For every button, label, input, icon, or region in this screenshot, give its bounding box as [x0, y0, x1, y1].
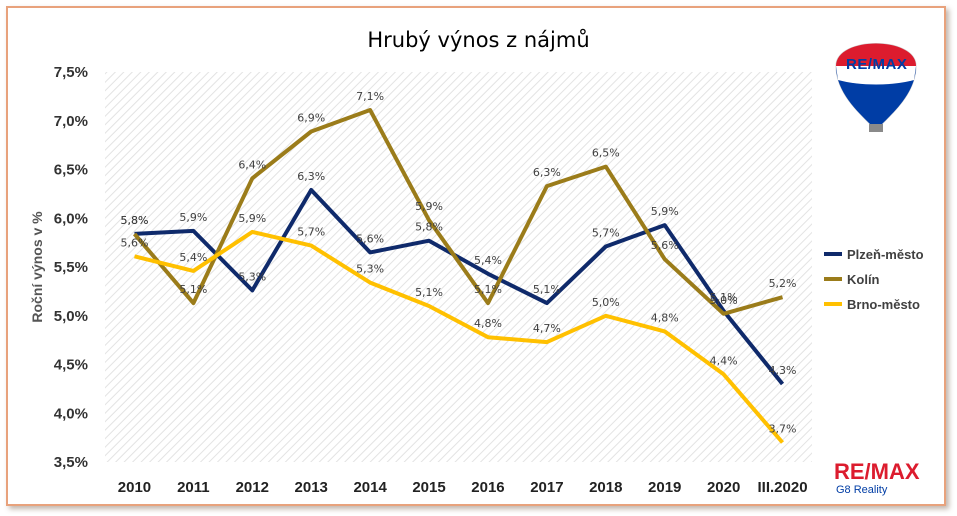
- data-label: 5,4%: [179, 251, 207, 264]
- data-label: 5,0%: [710, 294, 738, 307]
- data-label: 5,3%: [238, 270, 266, 283]
- data-label: 5,1%: [474, 283, 502, 296]
- x-tick-label: 2020: [707, 479, 740, 496]
- data-label: 5,7%: [297, 226, 325, 239]
- data-label: 6,3%: [533, 166, 561, 179]
- data-label: 5,4%: [474, 254, 502, 267]
- x-tick-label: 2010: [118, 479, 151, 496]
- series-line: [134, 188, 785, 386]
- y-tick-label: 3,5%: [54, 454, 88, 471]
- data-label: 5,1%: [533, 283, 561, 296]
- data-label: 5,8%: [415, 221, 443, 234]
- remax-logo-text: RE/MAX: [834, 459, 920, 484]
- data-label: 5,1%: [415, 286, 443, 299]
- y-tick-label: 7,0%: [54, 113, 88, 130]
- y-tick-label: 7,5%: [54, 64, 88, 81]
- data-label: 5,0%: [592, 296, 620, 309]
- remax-logo-subtext: G8 Reality: [836, 484, 888, 496]
- legend-label: Kolín: [847, 272, 880, 287]
- x-tick-label: 2019: [648, 479, 681, 496]
- data-label: 5,7%: [592, 227, 620, 240]
- y-tick-label: 6,0%: [54, 210, 88, 227]
- x-tick-label: 2013: [295, 479, 328, 496]
- y-tick-label: 4,5%: [54, 357, 88, 374]
- data-label: 6,3%: [297, 170, 325, 183]
- data-label: 4,4%: [710, 354, 738, 367]
- data-label: 5,9%: [651, 205, 679, 218]
- data-label: 5,9%: [415, 200, 443, 213]
- data-label: 6,5%: [592, 147, 620, 160]
- x-tick-label: 2015: [412, 479, 445, 496]
- data-label: 4,8%: [474, 317, 502, 330]
- data-label: 5,6%: [651, 239, 679, 252]
- y-tick-label: 5,0%: [54, 308, 88, 325]
- y-tick-label: 4,0%: [54, 405, 88, 422]
- chart-title: Hrubý výnos z nájmů: [367, 28, 590, 52]
- legend-label: Brno-město: [847, 297, 920, 312]
- y-tick-label: 6,5%: [54, 162, 88, 179]
- data-label: 5,9%: [179, 211, 207, 224]
- series-line: [134, 229, 785, 444]
- data-label: 5,1%: [179, 283, 207, 296]
- data-label: 4,7%: [533, 322, 561, 335]
- balloon-brand-text: RE/MAX: [846, 56, 908, 73]
- x-tick-label: 2017: [530, 479, 563, 496]
- data-label: 6,9%: [297, 111, 325, 124]
- data-label: 6,4%: [238, 158, 266, 171]
- x-tick-label: 2014: [353, 479, 387, 496]
- series-line: [132, 108, 784, 316]
- data-label: 3,7%: [769, 423, 797, 436]
- x-tick-label: 2016: [471, 479, 504, 496]
- data-label: 5,2%: [769, 277, 797, 290]
- data-label: 4,3%: [769, 364, 797, 377]
- x-tick-label: 2011: [177, 479, 210, 496]
- y-axis-label: Roční výnos v %: [29, 211, 45, 323]
- legend-label: Plzeň-město: [847, 247, 924, 262]
- y-tick-label: 5,5%: [54, 259, 88, 276]
- data-label: 5,3%: [356, 263, 384, 276]
- data-label: 5,1%: [710, 291, 738, 304]
- x-tick-label: 2012: [236, 479, 269, 496]
- x-tick-label: III.2020: [758, 479, 808, 496]
- data-label: 5,8%: [120, 214, 148, 227]
- data-label: 5,6%: [356, 232, 384, 245]
- data-label: 4,8%: [651, 311, 679, 324]
- data-label: 5,9%: [238, 212, 266, 225]
- data-label: 5,8%: [120, 214, 148, 227]
- data-label: 7,1%: [356, 90, 384, 103]
- data-label: 5,6%: [120, 236, 148, 249]
- x-tick-label: 2018: [589, 479, 622, 496]
